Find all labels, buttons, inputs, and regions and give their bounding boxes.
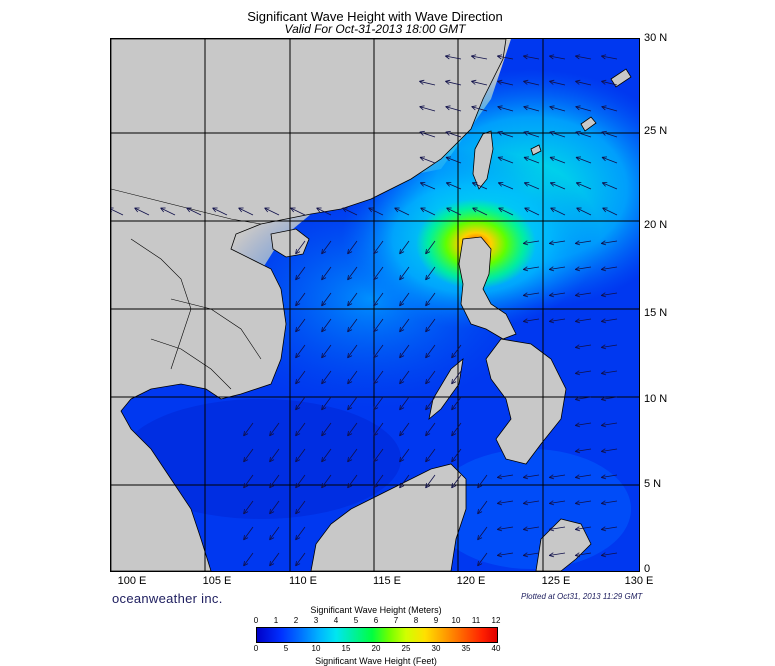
- lon-label-115e: 115 E: [367, 575, 407, 587]
- colorbar-feet-tick: 5: [276, 644, 296, 653]
- colorbar-meters-tick: 8: [406, 616, 426, 625]
- map-subtitle: Valid For Oct-31-2013 18:00 GMT: [0, 22, 750, 36]
- colorbar-meters-tick: 11: [466, 616, 486, 625]
- lon-label-110e: 110 E: [283, 575, 323, 587]
- lon-label-125e: 125 E: [536, 575, 576, 587]
- colorbar-feet-tick: 25: [396, 644, 416, 653]
- colorbar-feet-tick: 15: [336, 644, 356, 653]
- colorbar-meters-tick: 0: [246, 616, 266, 625]
- colorbar-feet-tick: 35: [456, 644, 476, 653]
- lat-label-10n: 10 N: [644, 393, 667, 405]
- colorbar-feet-tick: 30: [426, 644, 446, 653]
- colorbar-meters-tick: 12: [486, 616, 506, 625]
- lat-label-20n: 20 N: [644, 219, 667, 231]
- brand-logo: oceanweather inc.: [112, 591, 223, 606]
- lat-label-5n: 5 N: [644, 478, 661, 490]
- colorbar-feet-tick: 10: [306, 644, 326, 653]
- colorbar-meters-tick: 2: [286, 616, 306, 625]
- colorbar-meters-tick: 7: [386, 616, 406, 625]
- lat-label-30n: 30 N: [644, 32, 667, 44]
- lon-label-120e: 120 E: [451, 575, 491, 587]
- colorbar-feet-tick: 40: [486, 644, 506, 653]
- lat-label-25n: 25 N: [644, 125, 667, 137]
- colorbar-feet-tick: 20: [366, 644, 386, 653]
- colorbar-meters-tick: 6: [366, 616, 386, 625]
- lon-label-130e: 130 E: [619, 575, 659, 587]
- lon-label-100e: 100 E: [112, 575, 152, 587]
- colorbar-feet-tick: 0: [246, 644, 266, 653]
- colorbar-meters-tick: 3: [306, 616, 326, 625]
- colorbar-meters-tick: 9: [426, 616, 446, 625]
- colorbar-title-meters: Significant Wave Height (Meters): [256, 605, 496, 615]
- colorbar-meters-tick: 4: [326, 616, 346, 625]
- lon-label-105e: 105 E: [197, 575, 237, 587]
- colorbar: [256, 627, 498, 643]
- colorbar-meters-tick: 5: [346, 616, 366, 625]
- lat-label-0: 0: [644, 563, 650, 575]
- lat-label-15n: 15 N: [644, 307, 667, 319]
- colorbar-meters-tick: 1: [266, 616, 286, 625]
- colorbar-meters-tick: 10: [446, 616, 466, 625]
- wave-height-map: [110, 38, 640, 572]
- plotted-timestamp: Plotted at Oct31, 2013 11:29 GMT: [521, 592, 642, 601]
